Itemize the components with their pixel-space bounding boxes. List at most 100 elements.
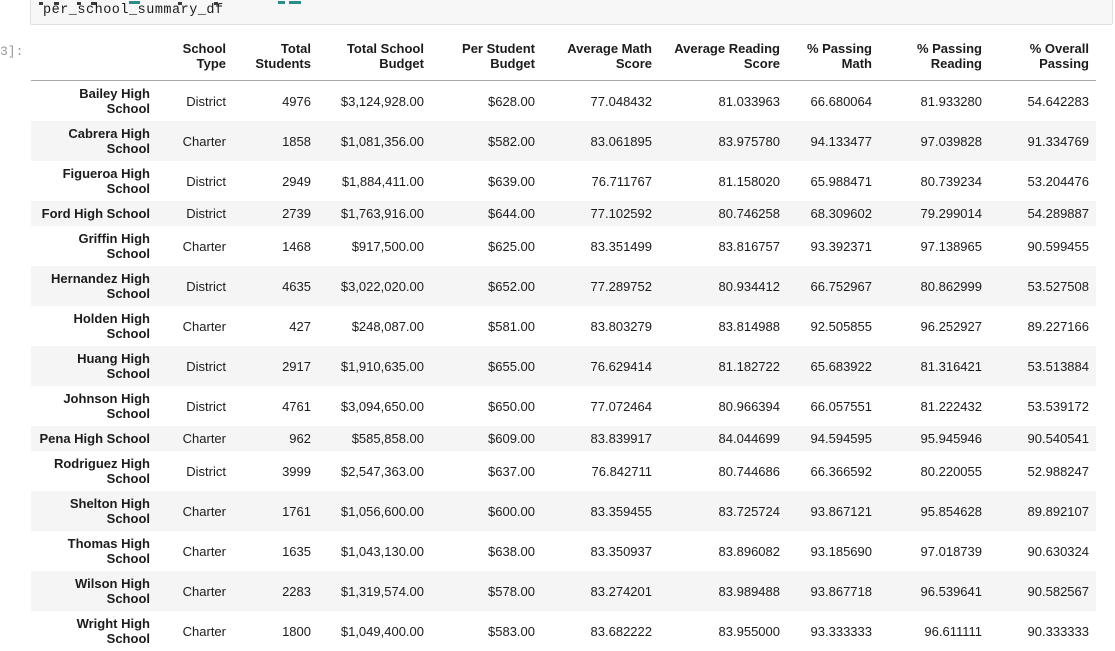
table-cell: 81.182722 — [659, 346, 787, 386]
table-cell: 96.539641 — [879, 571, 989, 611]
table-cell: 83.816757 — [659, 226, 787, 266]
table-cell: $628.00 — [431, 81, 542, 122]
table-cell: $1,319,574.00 — [318, 571, 431, 611]
table-cell: 4635 — [233, 266, 318, 306]
output-prompt: 3]: — [0, 44, 23, 59]
table-cell: 4976 — [233, 81, 318, 122]
table-cell: 90.333333 — [989, 611, 1096, 651]
table-cell: 54.289887 — [989, 201, 1096, 226]
table-cell: District — [157, 451, 233, 491]
table-cell: 81.158020 — [659, 161, 787, 201]
table-cell: 90.582567 — [989, 571, 1096, 611]
table-cell: $609.00 — [431, 426, 542, 451]
table-cell: 83.725724 — [659, 491, 787, 531]
row-index-cell: Johnson High School — [31, 386, 157, 426]
table-cell: 83.975780 — [659, 121, 787, 161]
table-cell: Charter — [157, 226, 233, 266]
table-cell: 96.611111 — [879, 611, 989, 651]
column-header: Average Math Score — [542, 38, 659, 81]
table-cell: $625.00 — [431, 226, 542, 266]
table-cell: $3,022,020.00 — [318, 266, 431, 306]
column-header: School Type — [157, 38, 233, 81]
table-cell: 2917 — [233, 346, 318, 386]
table-cell: $2,547,363.00 — [318, 451, 431, 491]
table-cell: $585,858.00 — [318, 426, 431, 451]
code-line: per_school_summary_df — [43, 3, 224, 18]
table-cell: 97.018739 — [879, 531, 989, 571]
table-cell: 3999 — [233, 451, 318, 491]
row-index-cell: Pena High School — [31, 426, 157, 451]
table-cell: $600.00 — [431, 491, 542, 531]
table-cell: 2739 — [233, 201, 318, 226]
table-cell: $638.00 — [431, 531, 542, 571]
table-cell: $1,910,635.00 — [318, 346, 431, 386]
table-cell: 80.862999 — [879, 266, 989, 306]
table-cell: 95.854628 — [879, 491, 989, 531]
table-cell: 96.252927 — [879, 306, 989, 346]
table-cell: $637.00 — [431, 451, 542, 491]
row-index-cell: Figueroa High School — [31, 161, 157, 201]
table-cell: $650.00 — [431, 386, 542, 426]
table-cell: 68.309602 — [787, 201, 879, 226]
table-cell: 90.599455 — [989, 226, 1096, 266]
table-cell: 4761 — [233, 386, 318, 426]
column-header: Per Student Budget — [431, 38, 542, 81]
table-cell: District — [157, 81, 233, 122]
table-cell: 83.955000 — [659, 611, 787, 651]
table-cell: $1,884,411.00 — [318, 161, 431, 201]
row-index-cell: Wright High School — [31, 611, 157, 651]
table-cell: 1635 — [233, 531, 318, 571]
column-header: % Passing Math — [787, 38, 879, 81]
table-cell: 93.333333 — [787, 611, 879, 651]
table-cell: 89.892107 — [989, 491, 1096, 531]
row-index-cell: Shelton High School — [31, 491, 157, 531]
row-index-cell: Griffin High School — [31, 226, 157, 266]
column-header: Average Reading Score — [659, 38, 787, 81]
table-cell: District — [157, 346, 233, 386]
table-cell: 83.350937 — [542, 531, 659, 571]
table-cell: 81.933280 — [879, 81, 989, 122]
column-header: % Overall Passing — [989, 38, 1096, 81]
table-cell: 93.867121 — [787, 491, 879, 531]
table-cell: District — [157, 161, 233, 201]
table-cell: 81.222432 — [879, 386, 989, 426]
code-cell[interactable]: per_school_summary_df — [30, 0, 1113, 25]
table-cell: 83.061895 — [542, 121, 659, 161]
table-cell: 97.039828 — [879, 121, 989, 161]
table-cell: 76.629414 — [542, 346, 659, 386]
table-cell: 90.540541 — [989, 426, 1096, 451]
table-cell: 2949 — [233, 161, 318, 201]
table-cell: 80.744686 — [659, 451, 787, 491]
table-cell: 66.366592 — [787, 451, 879, 491]
table-cell: 80.966394 — [659, 386, 787, 426]
table-cell: Charter — [157, 611, 233, 651]
table-cell: $917,500.00 — [318, 226, 431, 266]
table-cell: 83.682222 — [542, 611, 659, 651]
table-cell: 92.505855 — [787, 306, 879, 346]
table-cell: Charter — [157, 306, 233, 346]
table-cell: Charter — [157, 491, 233, 531]
table-cell: 79.299014 — [879, 201, 989, 226]
table-cell: 66.057551 — [787, 386, 879, 426]
table-cell: 80.934412 — [659, 266, 787, 306]
table-cell: District — [157, 266, 233, 306]
table-cell: District — [157, 386, 233, 426]
table-cell: 97.138965 — [879, 226, 989, 266]
table-cell: 93.185690 — [787, 531, 879, 571]
table-cell: 77.048432 — [542, 81, 659, 122]
table-cell: 83.351499 — [542, 226, 659, 266]
table-cell: 83.274201 — [542, 571, 659, 611]
row-index-cell: Wilson High School — [31, 571, 157, 611]
table-cell: 54.642283 — [989, 81, 1096, 122]
table-cell: 81.033963 — [659, 81, 787, 122]
